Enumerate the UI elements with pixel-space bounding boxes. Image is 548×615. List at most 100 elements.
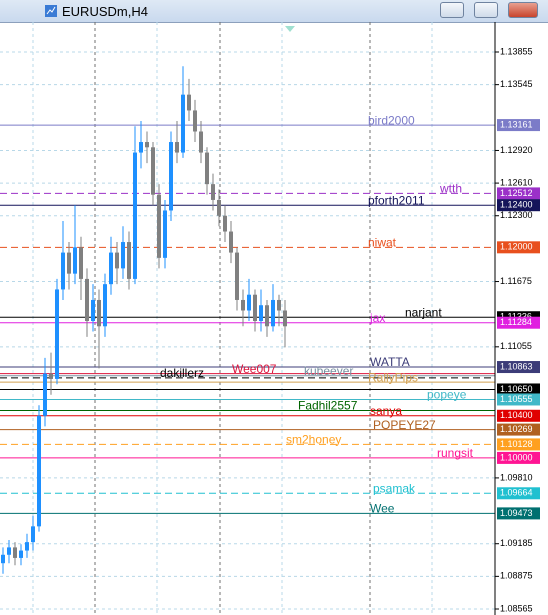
price-label-box bbox=[497, 119, 540, 132]
candle-body bbox=[97, 299, 101, 327]
candle-body bbox=[25, 542, 29, 551]
title-bar: EURUSDm,H4 bbox=[0, 0, 548, 23]
scroll-marker bbox=[285, 26, 295, 32]
candle-body bbox=[73, 247, 77, 274]
price-label-box bbox=[497, 451, 540, 464]
price-label-box bbox=[497, 241, 540, 254]
y-tick-label: 1.08875 bbox=[500, 571, 533, 581]
level-name: wtth bbox=[439, 182, 462, 196]
price-label: 1.12512 bbox=[500, 188, 533, 198]
price-label-box bbox=[497, 361, 540, 374]
y-tick-label: 1.12610 bbox=[500, 177, 533, 187]
level-name: niwat bbox=[368, 235, 397, 249]
candle-body bbox=[139, 142, 143, 153]
price-label-box bbox=[497, 507, 540, 520]
level-name: Fadhil2557 bbox=[298, 399, 358, 413]
price-label: 1.10555 bbox=[500, 394, 533, 404]
y-tick-label: 1.08565 bbox=[500, 603, 533, 613]
y-tick-label: 1.11055 bbox=[500, 341, 532, 351]
candle-body bbox=[19, 550, 23, 558]
level-name: POPEYE27 bbox=[373, 418, 436, 432]
y-tick-label: 1.11675 bbox=[500, 276, 532, 286]
candle-body bbox=[67, 252, 71, 274]
candle-body bbox=[175, 142, 179, 153]
price-label: 1.11284 bbox=[500, 317, 532, 327]
candle-body bbox=[49, 373, 53, 379]
price-label-box bbox=[497, 187, 540, 200]
window-title: EURUSDm,H4 bbox=[62, 4, 148, 19]
candle-body bbox=[211, 184, 215, 200]
candle-body bbox=[205, 152, 209, 185]
level-name: sm2honey bbox=[286, 433, 341, 447]
level-name: jax bbox=[369, 311, 385, 325]
price-label: 1.10269 bbox=[500, 424, 533, 434]
price-label: 1.10128 bbox=[500, 439, 533, 449]
candle-body bbox=[55, 289, 59, 379]
level-name: pforth2011 bbox=[368, 193, 425, 207]
price-label: 1.10400 bbox=[500, 410, 533, 420]
candle-body bbox=[103, 284, 107, 327]
level-name: narjant bbox=[405, 305, 442, 319]
candle-body bbox=[241, 299, 245, 311]
candle-body bbox=[7, 547, 11, 555]
price-label: 1.12400 bbox=[500, 200, 533, 210]
price-label-box bbox=[497, 409, 540, 422]
candle-body bbox=[151, 147, 155, 195]
price-label-box bbox=[497, 487, 540, 500]
level-name: Wee bbox=[370, 502, 395, 516]
price-label: 1.09664 bbox=[500, 488, 533, 498]
candle-body bbox=[217, 199, 221, 216]
candle-body bbox=[253, 294, 257, 322]
candle-body bbox=[181, 94, 185, 153]
candle-body bbox=[157, 194, 161, 258]
chart: 1.13855 1.13545 1.12920 1.12610 1.12300 1.116… bbox=[0, 22, 540, 615]
minimize-button[interactable] bbox=[440, 2, 464, 18]
level-name: bird2000 bbox=[368, 113, 415, 127]
restore-button[interactable] bbox=[474, 2, 498, 18]
candle-body bbox=[247, 294, 251, 311]
candle-body bbox=[115, 252, 119, 269]
price-label: 1.13161 bbox=[500, 119, 533, 129]
candle-body bbox=[199, 131, 203, 153]
candle-body bbox=[163, 210, 167, 258]
level-name: kubeever bbox=[304, 364, 353, 378]
candle-body bbox=[271, 299, 275, 327]
price-label-box bbox=[497, 393, 540, 406]
y-tick-label: 1.12300 bbox=[500, 210, 533, 220]
candle-body bbox=[235, 252, 239, 300]
candle-body bbox=[31, 526, 35, 543]
price-label: 1.10863 bbox=[500, 361, 533, 371]
candle-body bbox=[193, 110, 197, 132]
candle-body bbox=[91, 299, 95, 322]
y-tick-label: 1.09810 bbox=[500, 472, 533, 482]
candle-body bbox=[133, 152, 137, 279]
close-button[interactable] bbox=[508, 2, 538, 18]
price-label: 1.10000 bbox=[500, 452, 533, 462]
candle-body bbox=[283, 310, 287, 327]
candle-body bbox=[187, 94, 191, 111]
candle-body bbox=[265, 305, 269, 327]
candle-body bbox=[79, 247, 83, 279]
price-label: 1.11336 bbox=[500, 312, 532, 322]
level-name: sanya bbox=[370, 404, 402, 418]
level-name: dakillerz bbox=[160, 366, 204, 380]
candle-body bbox=[223, 215, 227, 232]
candle-body bbox=[169, 142, 173, 211]
candle-body bbox=[1, 554, 5, 564]
candle-body bbox=[13, 547, 17, 558]
y-tick-label: 1.09185 bbox=[500, 538, 533, 548]
candle-body bbox=[277, 299, 281, 311]
candle-body bbox=[43, 373, 47, 416]
level-name: WATTA bbox=[370, 355, 410, 369]
price-label: 1.12000 bbox=[500, 242, 533, 252]
level-name: popeye bbox=[427, 388, 467, 402]
candle-body bbox=[145, 142, 149, 148]
candle-body bbox=[109, 252, 113, 285]
candle-body bbox=[229, 231, 233, 253]
candle-body bbox=[127, 242, 131, 279]
price-label-box bbox=[497, 438, 540, 451]
price-label-box bbox=[497, 423, 540, 436]
candle-body bbox=[85, 278, 89, 322]
y-tick-label: 1.13545 bbox=[500, 79, 533, 89]
